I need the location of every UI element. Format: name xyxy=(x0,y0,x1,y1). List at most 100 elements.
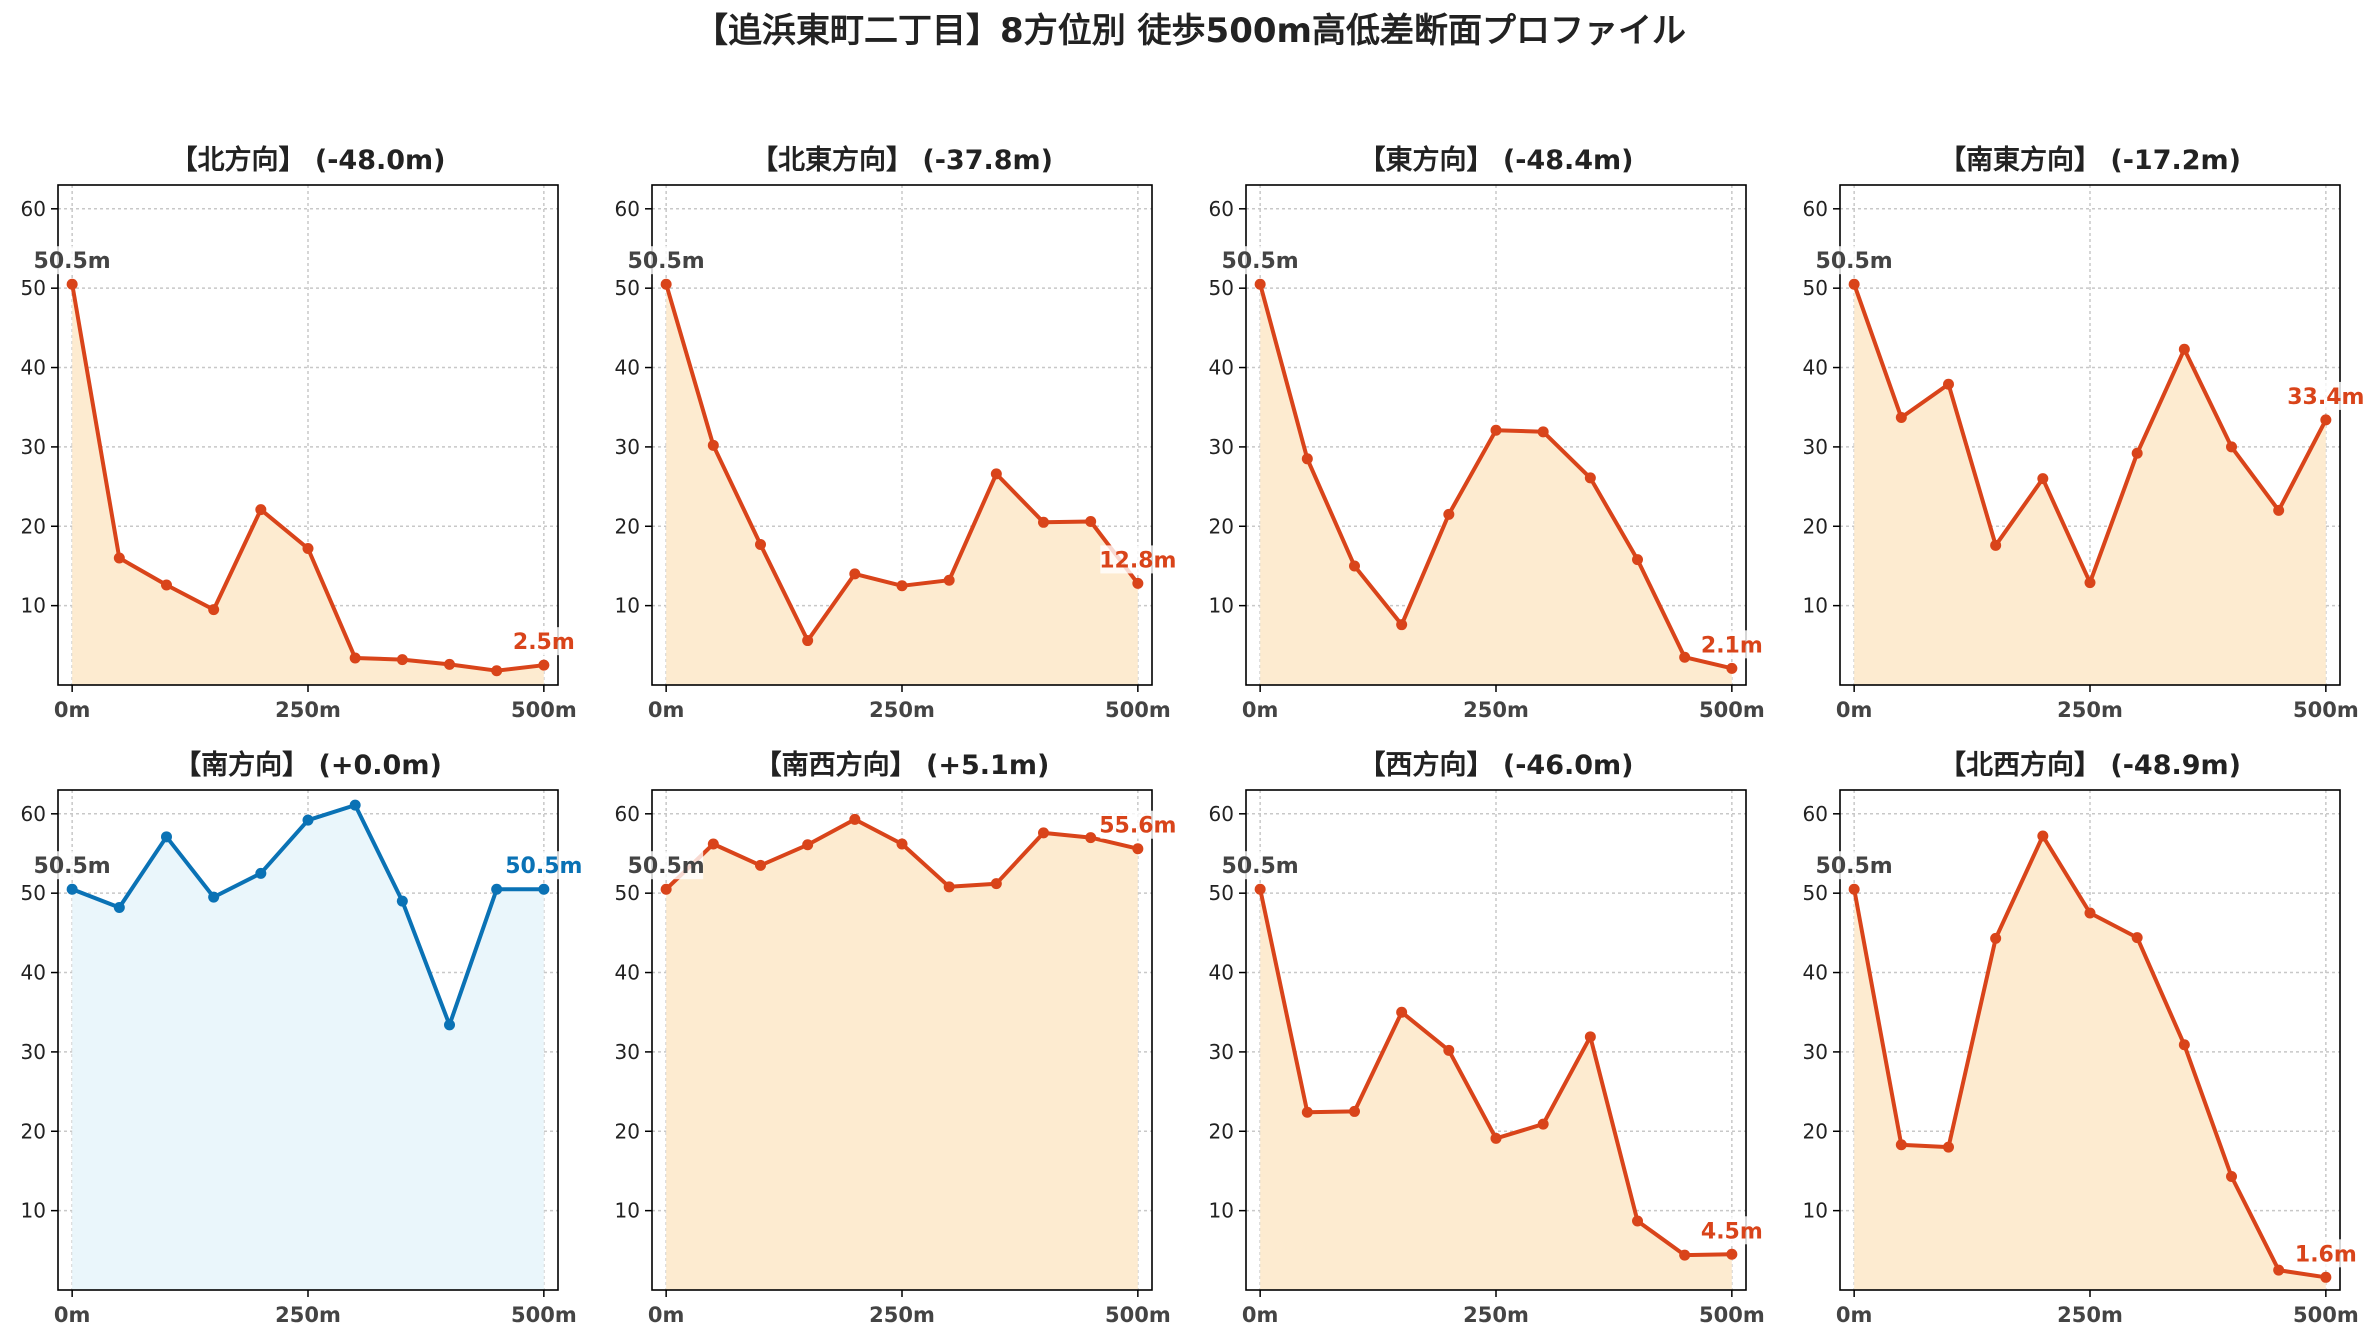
label-background xyxy=(1100,810,1176,839)
data-point xyxy=(255,504,267,516)
data-point xyxy=(1490,1132,1502,1144)
data-point xyxy=(444,1019,456,1031)
y-tick-label: 20 xyxy=(615,1119,640,1143)
data-point xyxy=(208,604,220,616)
data-point xyxy=(1490,424,1502,436)
panel-title: 【東方向】 (-48.4m) xyxy=(1358,144,1633,176)
y-tick-label: 40 xyxy=(1803,961,1828,985)
label-background xyxy=(35,246,110,275)
data-point xyxy=(1942,378,1954,390)
x-tick-label: 0m xyxy=(54,698,91,722)
data-point xyxy=(2273,504,2285,516)
label-background xyxy=(2288,381,2364,410)
data-point xyxy=(896,838,908,850)
data-point xyxy=(1132,577,1144,589)
data-point xyxy=(66,278,78,290)
data-point xyxy=(849,813,861,825)
data-point xyxy=(66,883,78,895)
start-elevation-label: 50.5m xyxy=(628,249,705,274)
y-tick-label: 50 xyxy=(21,881,46,905)
data-point xyxy=(2131,932,2143,944)
y-tick-label: 30 xyxy=(1209,1040,1234,1064)
data-point xyxy=(2273,1264,2285,1276)
y-tick-label: 40 xyxy=(615,356,640,380)
x-tick-label: 250m xyxy=(275,1303,341,1327)
end-elevation-label: 4.5m xyxy=(1701,1219,1763,1244)
y-tick-label: 10 xyxy=(1803,1199,1828,1223)
x-tick-label: 250m xyxy=(1463,1303,1529,1327)
label-background xyxy=(1223,246,1298,275)
data-point xyxy=(1679,1249,1691,1261)
y-tick-label: 30 xyxy=(1803,1040,1828,1064)
start-elevation-label: 50.5m xyxy=(34,854,111,879)
x-tick-label: 0m xyxy=(1242,1303,1279,1327)
data-point xyxy=(802,839,814,851)
data-point xyxy=(1584,1031,1596,1043)
data-point xyxy=(1301,453,1313,465)
data-point xyxy=(990,468,1002,480)
x-tick-label: 0m xyxy=(648,698,685,722)
elevation-panel: 【南西方向】 (+5.1m) 0m 250m 500m 10 20 30 40 50 60 50.5… xyxy=(615,749,1177,1327)
elevation-area xyxy=(1260,889,1732,1290)
data-point xyxy=(396,895,408,907)
y-tick-label: 10 xyxy=(615,1199,640,1223)
y-tick-label: 50 xyxy=(1209,276,1234,300)
x-tick-label: 500m xyxy=(2293,698,2359,722)
data-point xyxy=(1254,278,1266,290)
y-tick-label: 30 xyxy=(1803,435,1828,459)
end-elevation-label: 12.8m xyxy=(1099,548,1176,573)
elevation-panel: 【南方向】 (+0.0m) 0m 250m 500m 10 20 30 40 50 60 50.5m… xyxy=(21,749,583,1327)
y-tick-label: 50 xyxy=(1803,881,1828,905)
data-point xyxy=(754,859,766,871)
figure-title: 【追浜東町二丁目】8方位別 徒歩500m高低差断面プロファイル xyxy=(694,11,1686,51)
data-point xyxy=(1348,560,1360,572)
data-point xyxy=(255,867,267,879)
data-point xyxy=(707,838,719,850)
data-point xyxy=(349,799,361,811)
y-tick-label: 60 xyxy=(21,802,46,826)
x-tick-label: 0m xyxy=(1836,1303,1873,1327)
x-tick-label: 0m xyxy=(1836,698,1873,722)
data-point xyxy=(113,901,125,913)
elevation-area xyxy=(72,805,544,1290)
panel-title: 【北西方向】 (-48.9m) xyxy=(1939,749,2241,781)
end-elevation-label: 50.5m xyxy=(505,854,582,879)
data-point xyxy=(990,878,1002,890)
y-tick-label: 10 xyxy=(1803,594,1828,618)
data-point xyxy=(444,658,456,670)
data-point xyxy=(707,439,719,451)
x-tick-label: 250m xyxy=(2057,1303,2123,1327)
y-tick-label: 40 xyxy=(1209,356,1234,380)
data-point xyxy=(1679,651,1691,663)
label-background xyxy=(1700,1216,1764,1245)
y-tick-label: 60 xyxy=(615,802,640,826)
data-point xyxy=(538,659,550,671)
data-point xyxy=(1132,843,1144,855)
start-elevation-label: 50.5m xyxy=(34,249,111,274)
data-point xyxy=(849,568,861,580)
data-point xyxy=(896,580,908,592)
elevation-panel: 【西方向】 (-46.0m) 0m 250m 500m 10 20 30 40 50 60 50.5… xyxy=(1209,749,1765,1327)
panel-title: 【北東方向】 (-37.8m) xyxy=(751,144,1053,176)
y-tick-label: 10 xyxy=(615,594,640,618)
data-point xyxy=(302,814,314,826)
x-tick-label: 500m xyxy=(1105,1303,1171,1327)
data-point xyxy=(1990,539,2002,551)
panel-title: 【南西方向】 (+5.1m) xyxy=(755,749,1050,781)
data-point xyxy=(2131,447,2143,459)
end-elevation-label: 2.5m xyxy=(513,630,575,655)
data-point xyxy=(160,831,172,843)
data-point xyxy=(1396,619,1408,631)
y-tick-label: 60 xyxy=(1209,197,1234,221)
data-point xyxy=(1301,1106,1313,1118)
data-point xyxy=(1726,662,1738,674)
y-tick-label: 60 xyxy=(1209,802,1234,826)
y-tick-label: 10 xyxy=(1209,1199,1234,1223)
label-background xyxy=(629,851,704,880)
y-tick-label: 10 xyxy=(21,1199,46,1223)
end-elevation-label: 55.6m xyxy=(1099,814,1176,839)
label-background xyxy=(2294,1239,2358,1268)
y-tick-label: 30 xyxy=(1209,435,1234,459)
data-point xyxy=(1085,516,1097,528)
